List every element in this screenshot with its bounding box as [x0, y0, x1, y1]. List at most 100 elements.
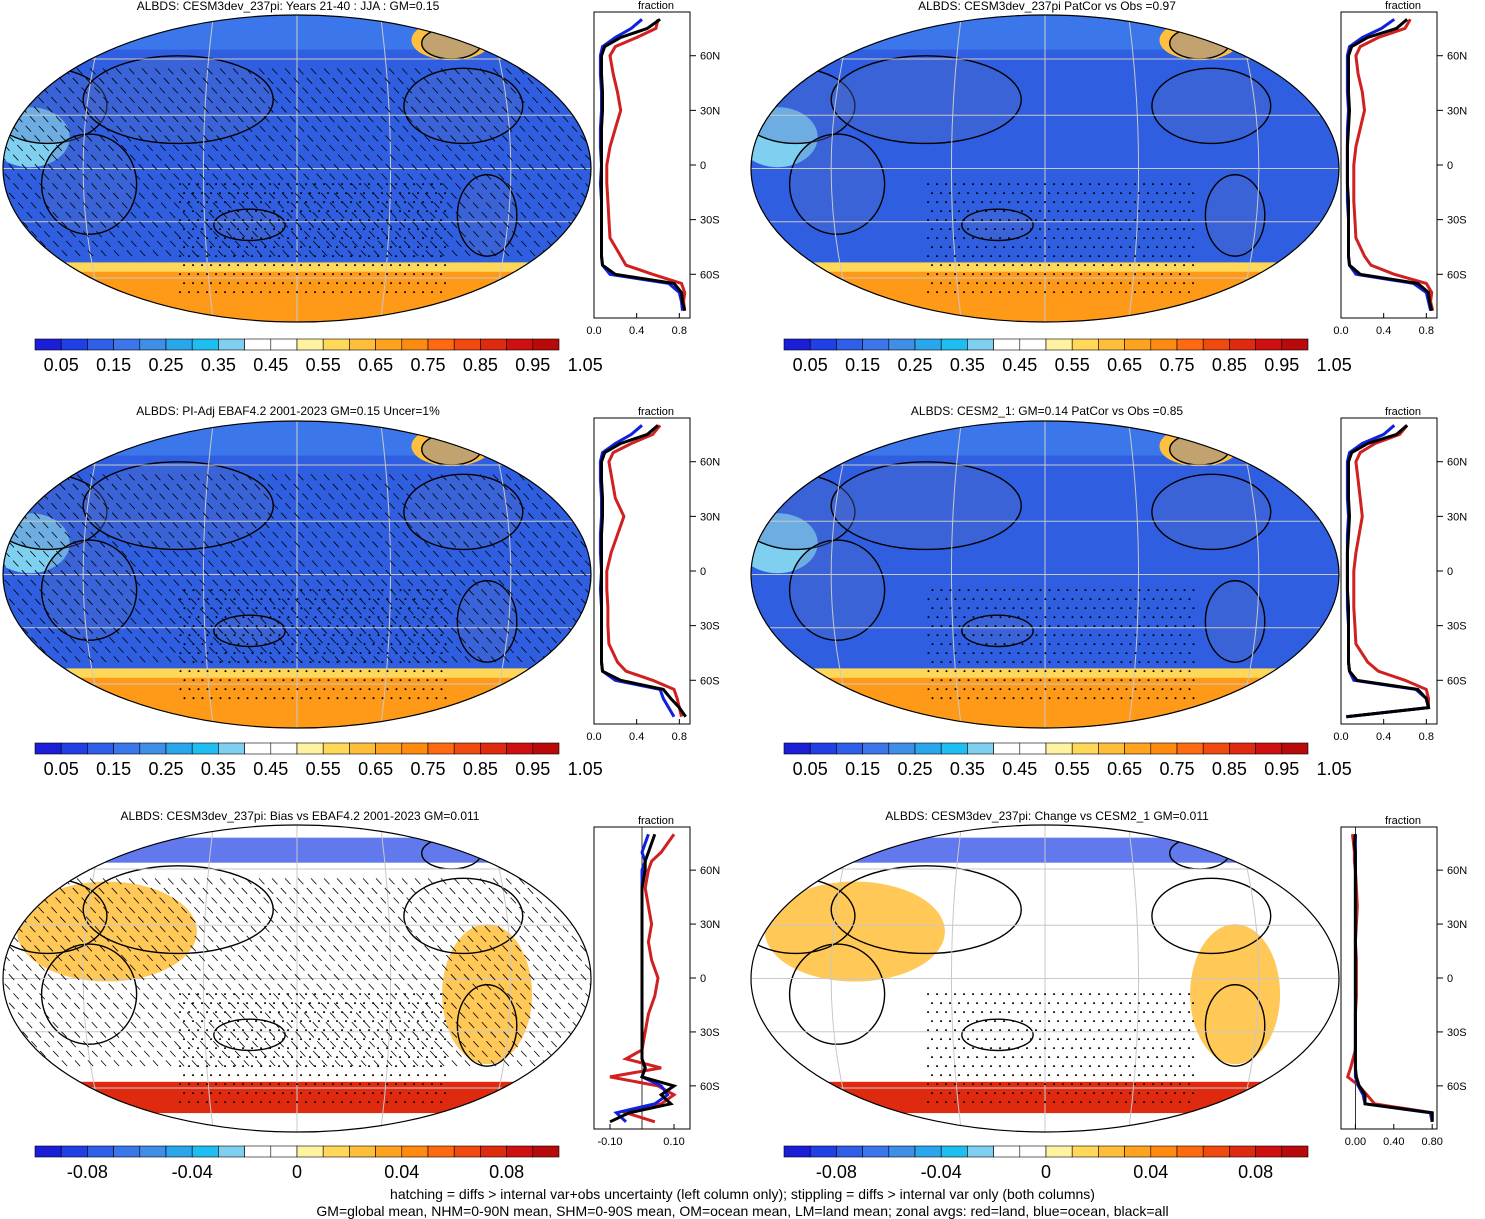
stipple-dot	[318, 1020, 321, 1023]
stipple-dot	[949, 192, 952, 195]
stipple-dot	[287, 688, 290, 691]
stipple-dot	[251, 1083, 254, 1086]
colorbar-label: 0.15	[845, 355, 880, 375]
stipple-dot	[413, 598, 416, 601]
stipple-dot	[309, 625, 312, 628]
hatch-line	[102, 474, 276, 663]
stipple-dot	[1107, 183, 1110, 186]
stipple-dot	[444, 246, 447, 249]
stipple-dot	[413, 1029, 416, 1032]
colorbar-swatch	[1098, 742, 1125, 755]
stipple-dot	[345, 697, 348, 700]
stipple-dot	[1066, 192, 1069, 195]
stipple-dot	[1143, 291, 1146, 294]
stipple-dot	[314, 993, 317, 996]
stipple-dot	[219, 643, 222, 646]
stipple-dot	[985, 1002, 988, 1005]
stipple-dot	[336, 1056, 339, 1059]
stipple-dot	[1008, 183, 1011, 186]
stipple-dot	[192, 1038, 195, 1041]
stipple-dot	[444, 1038, 447, 1041]
stipple-dot	[210, 607, 213, 610]
stipple-dot	[381, 264, 384, 267]
stipple-dot	[1039, 625, 1042, 628]
stipple-dot	[931, 643, 934, 646]
stipple-dot	[188, 688, 191, 691]
stipple-dot	[269, 688, 272, 691]
stipple-dot	[1066, 282, 1069, 285]
stipple-dot	[381, 589, 384, 592]
stipple-dot	[1183, 1056, 1186, 1059]
stipple-dot	[206, 1101, 209, 1104]
stipple-dot	[188, 598, 191, 601]
hatch-line	[11, 68, 185, 257]
stipple-dot	[1008, 1047, 1011, 1050]
stipple-dot	[197, 634, 200, 637]
stipple-dot	[994, 1002, 997, 1005]
stipple-dot	[1012, 697, 1015, 700]
stipple-dot	[188, 219, 191, 222]
stipple-dot	[408, 661, 411, 664]
stipple-dot	[1111, 264, 1114, 267]
stipple-dot	[440, 255, 443, 258]
stipple-dot	[314, 634, 317, 637]
stipple-dot	[359, 993, 362, 996]
stipple-dot	[1048, 282, 1051, 285]
stipple-dot	[981, 1011, 984, 1014]
colorbar: -0.08 -0.04 0 0.04 0.08	[783, 1145, 1309, 1182]
stipple-dot	[990, 598, 993, 601]
stipple-dot	[197, 1083, 200, 1086]
stipple-dot	[1138, 697, 1141, 700]
stipple-dot	[994, 264, 997, 267]
stipple-dot	[273, 246, 276, 249]
stipple-dot	[426, 228, 429, 231]
stipple-dot	[183, 228, 186, 231]
stipple-dot	[976, 1074, 979, 1077]
stipple-dot	[963, 1011, 966, 1014]
stipple-dot	[1129, 679, 1132, 682]
stipple-dot	[1044, 670, 1047, 673]
stipple-dot	[233, 688, 236, 691]
stipple-dot	[354, 192, 357, 195]
colorbar-swatch	[1255, 1145, 1283, 1158]
stipple-dot	[1116, 598, 1119, 601]
stipple-dot	[1084, 643, 1087, 646]
stipple-dot	[300, 1002, 303, 1005]
stipple-dot	[264, 1092, 267, 1095]
stipple-dot	[336, 1092, 339, 1095]
stipple-dot	[1093, 1074, 1096, 1077]
colorbar-swatch	[1071, 338, 1099, 351]
stipple-dot	[1062, 1083, 1065, 1086]
hatch-line	[141, 474, 315, 663]
stipple-dot	[1003, 697, 1006, 700]
stipple-dot	[422, 1101, 425, 1104]
stipple-dot	[1066, 697, 1069, 700]
stipple-dot	[408, 625, 411, 628]
stipple-dot	[363, 264, 366, 267]
stipple-dot	[215, 1065, 218, 1068]
stipple-dot	[323, 1101, 326, 1104]
stipple-dot	[381, 192, 384, 195]
stipple-dot	[927, 598, 930, 601]
stipple-dot	[273, 1020, 276, 1023]
stipple-dot	[1030, 1092, 1033, 1095]
stipple-dot	[246, 1092, 249, 1095]
stipple-dot	[1170, 1101, 1173, 1104]
colorbar-swatch	[940, 1145, 968, 1158]
stipple-dot	[1066, 1092, 1069, 1095]
stipple-dot	[1039, 210, 1042, 213]
stipple-dot	[1089, 1065, 1092, 1068]
colorbar-swatch	[244, 742, 272, 755]
stipple-dot	[1102, 661, 1105, 664]
stipple-dot	[336, 210, 339, 213]
stipple-dot	[1147, 264, 1150, 267]
stipple-dot	[318, 643, 321, 646]
colorbar-swatch	[836, 742, 863, 755]
stipple-dot	[323, 616, 326, 619]
stipple-dot	[260, 273, 263, 276]
hatch-line	[50, 878, 224, 1067]
stipple-dot	[309, 589, 312, 592]
stipple-dot	[1179, 993, 1182, 996]
stipple-dot	[332, 237, 335, 240]
